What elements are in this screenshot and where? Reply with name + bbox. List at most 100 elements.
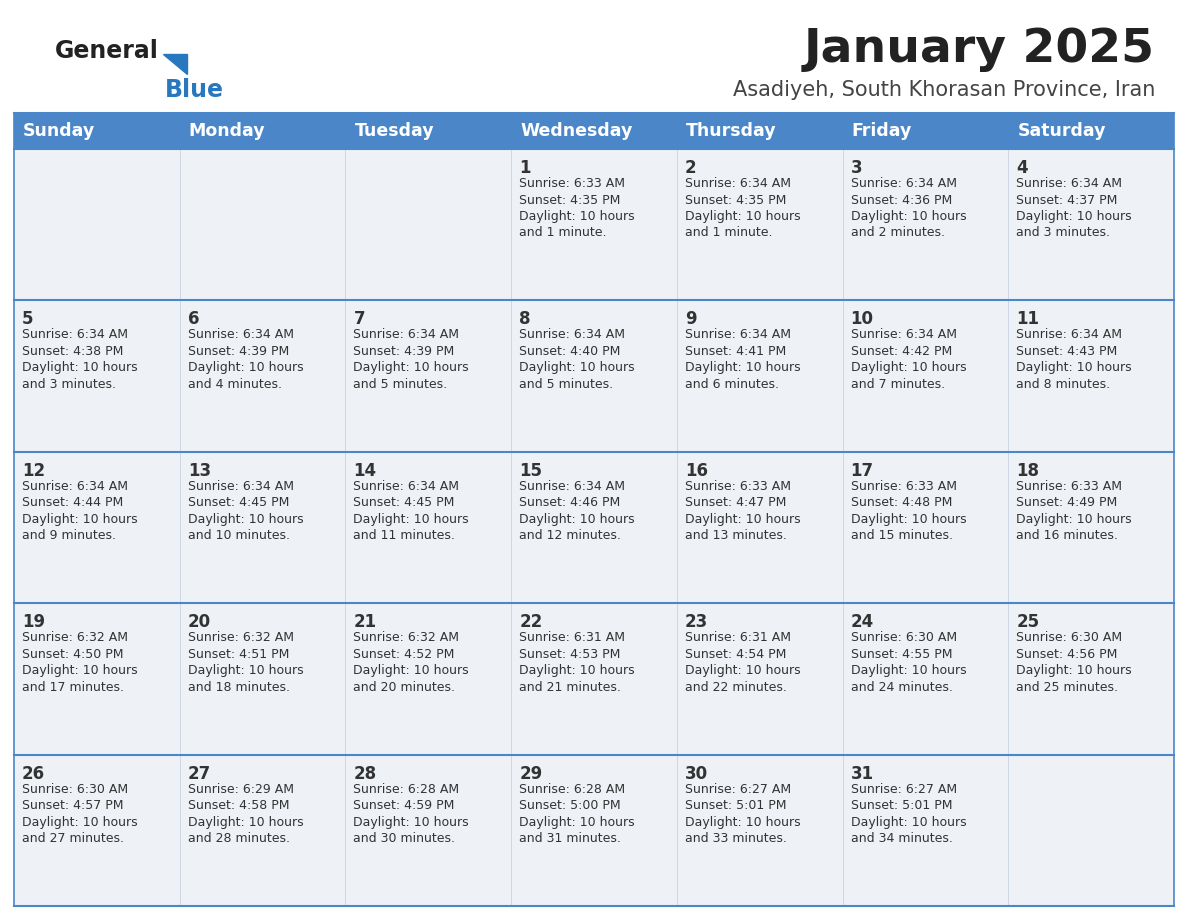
- Text: Monday: Monday: [189, 122, 265, 140]
- Bar: [677, 603, 842, 755]
- Text: Sunrise: 6:33 AM: Sunrise: 6:33 AM: [684, 480, 791, 493]
- Text: Daylight: 10 hours: Daylight: 10 hours: [23, 665, 138, 677]
- Text: 24: 24: [851, 613, 874, 632]
- Bar: [346, 113, 511, 149]
- Text: 20: 20: [188, 613, 210, 632]
- Text: Wednesday: Wednesday: [520, 122, 632, 140]
- Text: Daylight: 10 hours: Daylight: 10 hours: [684, 362, 801, 375]
- Text: Daylight: 10 hours: Daylight: 10 hours: [684, 665, 801, 677]
- Bar: [1009, 452, 1174, 603]
- Text: Sunset: 4:47 PM: Sunset: 4:47 PM: [684, 497, 786, 509]
- Text: and 16 minutes.: and 16 minutes.: [1016, 530, 1118, 543]
- Text: 22: 22: [519, 613, 543, 632]
- Text: and 3 minutes.: and 3 minutes.: [23, 378, 116, 391]
- Bar: [511, 149, 677, 300]
- Text: Daylight: 10 hours: Daylight: 10 hours: [353, 665, 469, 677]
- Text: January 2025: January 2025: [804, 28, 1155, 73]
- Bar: [1009, 113, 1174, 149]
- Text: Sunset: 5:01 PM: Sunset: 5:01 PM: [684, 799, 786, 812]
- Bar: [511, 452, 677, 603]
- Bar: [346, 452, 511, 603]
- Text: and 7 minutes.: and 7 minutes.: [851, 378, 944, 391]
- Text: Sunset: 4:41 PM: Sunset: 4:41 PM: [684, 345, 786, 358]
- Text: Sunset: 4:39 PM: Sunset: 4:39 PM: [353, 345, 455, 358]
- Text: Daylight: 10 hours: Daylight: 10 hours: [188, 665, 303, 677]
- Text: Daylight: 10 hours: Daylight: 10 hours: [23, 513, 138, 526]
- Text: and 2 minutes.: and 2 minutes.: [851, 227, 944, 240]
- Text: and 13 minutes.: and 13 minutes.: [684, 530, 786, 543]
- Text: Sunset: 4:52 PM: Sunset: 4:52 PM: [353, 648, 455, 661]
- Bar: [511, 300, 677, 452]
- Text: Saturday: Saturday: [1017, 122, 1106, 140]
- Text: and 4 minutes.: and 4 minutes.: [188, 378, 282, 391]
- Text: Daylight: 10 hours: Daylight: 10 hours: [1016, 210, 1132, 223]
- Text: and 11 minutes.: and 11 minutes.: [353, 530, 455, 543]
- Text: Daylight: 10 hours: Daylight: 10 hours: [851, 513, 966, 526]
- Text: Sunrise: 6:34 AM: Sunrise: 6:34 AM: [519, 329, 625, 341]
- Bar: [842, 149, 1009, 300]
- Text: 1: 1: [519, 159, 531, 177]
- Polygon shape: [163, 54, 187, 74]
- Text: and 5 minutes.: and 5 minutes.: [519, 378, 613, 391]
- Bar: [842, 300, 1009, 452]
- Text: Daylight: 10 hours: Daylight: 10 hours: [519, 665, 634, 677]
- Text: Daylight: 10 hours: Daylight: 10 hours: [519, 815, 634, 829]
- Text: Sunset: 4:43 PM: Sunset: 4:43 PM: [1016, 345, 1118, 358]
- Text: Thursday: Thursday: [685, 122, 777, 140]
- Bar: [677, 755, 842, 906]
- Text: Sunrise: 6:30 AM: Sunrise: 6:30 AM: [1016, 632, 1123, 644]
- Text: Daylight: 10 hours: Daylight: 10 hours: [519, 362, 634, 375]
- Bar: [677, 149, 842, 300]
- Text: Sunset: 4:50 PM: Sunset: 4:50 PM: [23, 648, 124, 661]
- Bar: [346, 755, 511, 906]
- Text: Sunrise: 6:34 AM: Sunrise: 6:34 AM: [851, 329, 956, 341]
- Text: 7: 7: [353, 310, 365, 329]
- Bar: [14, 113, 179, 149]
- Text: and 28 minutes.: and 28 minutes.: [188, 832, 290, 845]
- Text: Daylight: 10 hours: Daylight: 10 hours: [23, 815, 138, 829]
- Text: General: General: [55, 39, 159, 63]
- Text: Daylight: 10 hours: Daylight: 10 hours: [188, 815, 303, 829]
- Bar: [511, 755, 677, 906]
- Text: Friday: Friday: [852, 122, 912, 140]
- Bar: [179, 113, 346, 149]
- Text: Daylight: 10 hours: Daylight: 10 hours: [684, 815, 801, 829]
- Text: Daylight: 10 hours: Daylight: 10 hours: [353, 815, 469, 829]
- Bar: [842, 755, 1009, 906]
- Text: Daylight: 10 hours: Daylight: 10 hours: [353, 362, 469, 375]
- Text: Daylight: 10 hours: Daylight: 10 hours: [851, 815, 966, 829]
- Text: Daylight: 10 hours: Daylight: 10 hours: [1016, 665, 1132, 677]
- Text: 19: 19: [23, 613, 45, 632]
- Bar: [14, 755, 179, 906]
- Bar: [842, 113, 1009, 149]
- Text: Daylight: 10 hours: Daylight: 10 hours: [684, 210, 801, 223]
- Text: Daylight: 10 hours: Daylight: 10 hours: [851, 362, 966, 375]
- Text: 17: 17: [851, 462, 873, 480]
- Text: Sunset: 5:00 PM: Sunset: 5:00 PM: [519, 799, 621, 812]
- Text: 21: 21: [353, 613, 377, 632]
- Text: Sunset: 4:53 PM: Sunset: 4:53 PM: [519, 648, 620, 661]
- Text: Sunset: 4:51 PM: Sunset: 4:51 PM: [188, 648, 289, 661]
- Bar: [842, 603, 1009, 755]
- Text: Sunrise: 6:32 AM: Sunrise: 6:32 AM: [188, 632, 293, 644]
- Text: Sunset: 4:45 PM: Sunset: 4:45 PM: [353, 497, 455, 509]
- Text: Sunrise: 6:28 AM: Sunrise: 6:28 AM: [353, 783, 460, 796]
- Text: Sunset: 4:55 PM: Sunset: 4:55 PM: [851, 648, 952, 661]
- Text: Sunrise: 6:28 AM: Sunrise: 6:28 AM: [519, 783, 625, 796]
- Text: 6: 6: [188, 310, 200, 329]
- Bar: [179, 452, 346, 603]
- Text: Daylight: 10 hours: Daylight: 10 hours: [684, 513, 801, 526]
- Text: Asadiyeh, South Khorasan Province, Iran: Asadiyeh, South Khorasan Province, Iran: [733, 80, 1155, 100]
- Text: Daylight: 10 hours: Daylight: 10 hours: [188, 513, 303, 526]
- Text: Sunrise: 6:34 AM: Sunrise: 6:34 AM: [353, 329, 460, 341]
- Text: Sunset: 4:35 PM: Sunset: 4:35 PM: [684, 194, 786, 207]
- Text: 29: 29: [519, 765, 543, 783]
- Text: and 8 minutes.: and 8 minutes.: [1016, 378, 1111, 391]
- Text: and 5 minutes.: and 5 minutes.: [353, 378, 448, 391]
- Text: Sunset: 4:56 PM: Sunset: 4:56 PM: [1016, 648, 1118, 661]
- Text: and 31 minutes.: and 31 minutes.: [519, 832, 621, 845]
- Text: Sunrise: 6:34 AM: Sunrise: 6:34 AM: [519, 480, 625, 493]
- Text: and 18 minutes.: and 18 minutes.: [188, 681, 290, 694]
- Text: Sunset: 4:58 PM: Sunset: 4:58 PM: [188, 799, 289, 812]
- Bar: [1009, 603, 1174, 755]
